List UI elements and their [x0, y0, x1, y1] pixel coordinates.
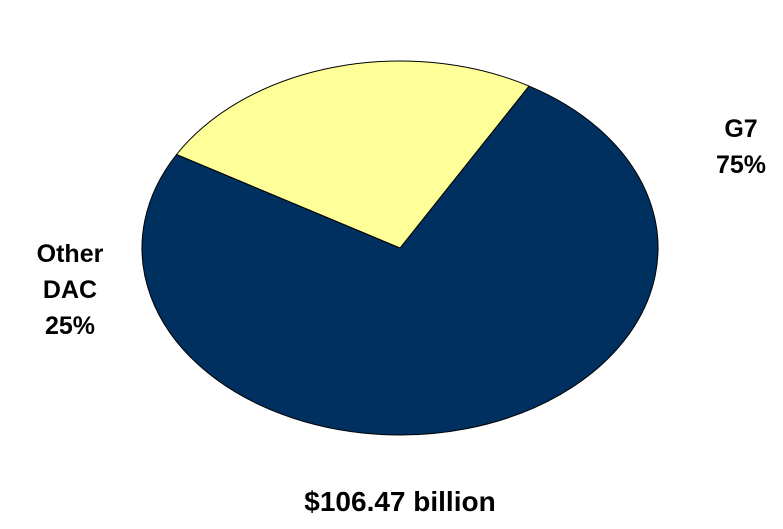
slice-label-line: G7 — [724, 115, 757, 143]
slice-label-line: 75% — [716, 151, 766, 179]
pie-slice-g7 — [141, 85, 659, 436]
pie-slice-other-dac — [176, 60, 530, 249]
slice-label-line: Other — [37, 240, 104, 268]
slice-label-line: DAC — [43, 276, 97, 304]
slice-label-g7: G7 75% — [716, 115, 766, 179]
slice-labels: G7 75%Other DAC 25% — [37, 115, 766, 340]
slice-label-other-dac: Other DAC 25% — [37, 240, 104, 340]
slice-label-line: 25% — [45, 312, 95, 340]
chart-caption: $106.47 billion — [304, 486, 495, 517]
pie-slices — [141, 60, 659, 436]
